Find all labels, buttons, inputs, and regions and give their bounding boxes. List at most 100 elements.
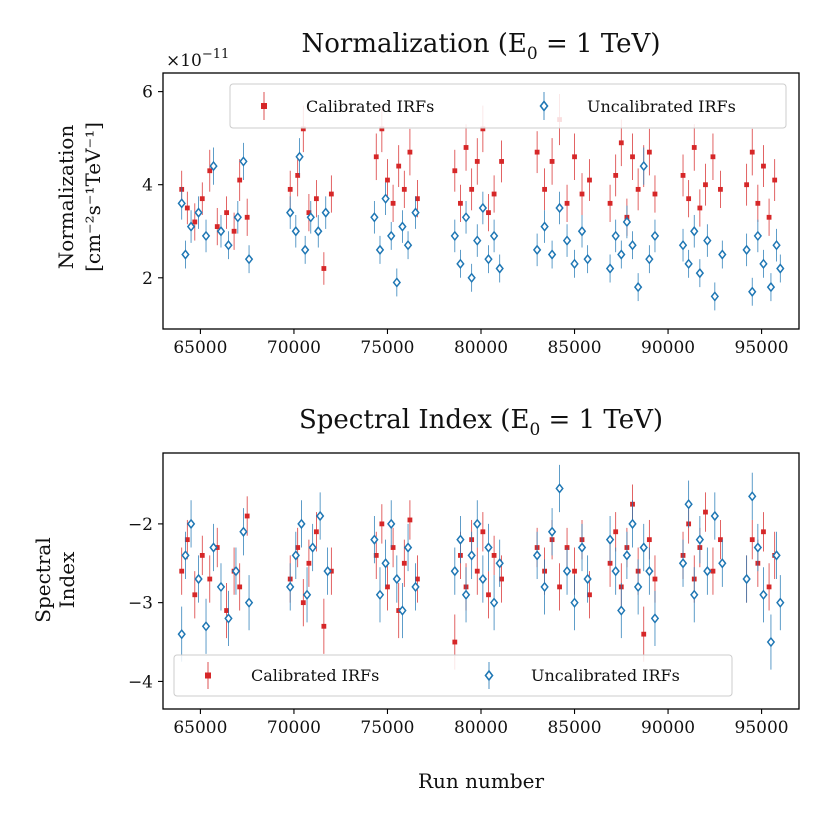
uncalibrated-point (181, 531, 190, 580)
uncalibrated-point (684, 480, 693, 528)
uncalibrated-point (286, 563, 295, 611)
x-tick-label: 90000 (641, 338, 695, 358)
uncalibrated-point (461, 201, 471, 234)
calibrated-point (755, 184, 761, 222)
uncalibrated-point (555, 191, 564, 225)
calibrated-point (407, 500, 413, 540)
normalization-ylabel-units: [cm⁻²s⁻¹TeV⁻¹] (81, 122, 105, 272)
uncalibrated-point (231, 547, 241, 595)
uncalibrated-point (308, 523, 317, 572)
calibrated-point (491, 175, 497, 213)
calibrated-point (199, 182, 205, 215)
uncalibrated-point (748, 277, 757, 306)
uncalibrated-point (186, 500, 196, 548)
normalization-axes-frame (162, 72, 800, 330)
uncalibrated-point (411, 563, 420, 611)
uncalibrated-point (690, 214, 699, 248)
legend-marker-calibrated (261, 92, 267, 120)
spectral-index-ticks: 65000 70000 75000 80000 85000 90000 95000 −2 −3 −… (128, 515, 789, 738)
uncalibrated-point (617, 582, 626, 639)
spectral-index-ylabel-line2: Index (55, 551, 79, 608)
uncalibrated-point (570, 249, 579, 278)
uncalibrated-point (753, 219, 763, 253)
calibrated-point (557, 563, 562, 611)
uncalibrated-point (224, 590, 233, 646)
uncalibrated-point (484, 245, 493, 274)
uncalibrated-point (628, 500, 637, 548)
x-tick-label: 75000 (360, 338, 414, 358)
uncalibrated-point (605, 254, 615, 283)
calibrated-point (613, 154, 619, 197)
uncalibrated-point (742, 555, 751, 603)
uncalibrated-point (766, 614, 776, 670)
spectral-index-data-points (177, 464, 785, 670)
calibrated-point (710, 133, 716, 181)
legend-box (173, 654, 733, 697)
calibrated-point (295, 527, 301, 568)
uncalibrated-point (315, 492, 325, 540)
calibrated-point (244, 198, 250, 236)
uncalibrated-point (244, 245, 254, 274)
uncalibrated-point (461, 567, 471, 623)
uncalibrated-point (555, 464, 564, 513)
uncalibrated-point (748, 472, 757, 520)
x-tick-label: 70000 (267, 718, 321, 738)
legend-box (229, 83, 787, 129)
uncalibrated-point (201, 598, 211, 654)
uncalibrated-point (495, 254, 504, 283)
x-axis-label: Run number (418, 769, 545, 793)
uncalibrated-point (532, 233, 542, 267)
uncalibrated-point (742, 233, 751, 267)
uncalibrated-point (583, 245, 592, 274)
calibrated-point (703, 163, 708, 206)
calibrated-point (499, 140, 504, 183)
calibrated-point (313, 512, 319, 552)
normalization-ylabel: Normalization (54, 125, 78, 270)
calibrated-point (390, 527, 396, 568)
uncalibrated-point (370, 201, 379, 234)
calibrated-point (680, 154, 686, 197)
uncalibrated-point (678, 539, 688, 587)
calibrated-point (761, 512, 766, 552)
uncalibrated-point (244, 575, 254, 631)
calibrated-point (646, 128, 652, 176)
uncalibrated-point (478, 191, 488, 225)
legend-marker-uncalibrated (484, 662, 494, 689)
uncalibrated-point (216, 563, 226, 611)
calibrated-point (579, 173, 585, 215)
uncalibrated-point (209, 147, 218, 185)
calibrated-point (635, 168, 641, 211)
calibrated-point (207, 555, 213, 603)
calibrated-point (295, 154, 301, 197)
uncalibrated-point (759, 567, 768, 623)
calibrated-point (697, 189, 703, 227)
calibrated-point (474, 138, 480, 185)
calibrated-point (184, 191, 190, 225)
uncalibrated-point (633, 273, 643, 302)
calibrated-point (766, 198, 772, 236)
uncalibrated-point (387, 221, 396, 250)
calibrated-point (630, 133, 635, 181)
calibrated-point (718, 519, 723, 560)
calibrated-point (373, 133, 379, 181)
calibrated-point (244, 496, 250, 536)
uncalibrated-point (239, 142, 248, 181)
uncalibrated-point (628, 231, 637, 260)
uncalibrated-point (398, 582, 407, 639)
uncalibrated-point (467, 531, 476, 580)
calibrated-point (458, 184, 463, 222)
uncalibrated-point (611, 219, 620, 253)
calibrated-point (300, 579, 306, 627)
y-tick-label: 2 (142, 269, 153, 289)
uncalibrated-point (753, 523, 763, 572)
uncalibrated-point (302, 567, 312, 623)
uncalibrated-point (639, 523, 648, 572)
uncalibrated-point (286, 196, 295, 229)
uncalibrated-point (233, 201, 242, 234)
uncalibrated-point (201, 219, 211, 253)
spectral-index-legend: Calibrated IRFs Uncalibrated IRFs (173, 654, 733, 697)
y-tick-label: 6 (142, 83, 153, 103)
calibrated-point (587, 159, 592, 201)
uncalibrated-point (370, 516, 379, 564)
uncalibrated-point (484, 523, 493, 572)
